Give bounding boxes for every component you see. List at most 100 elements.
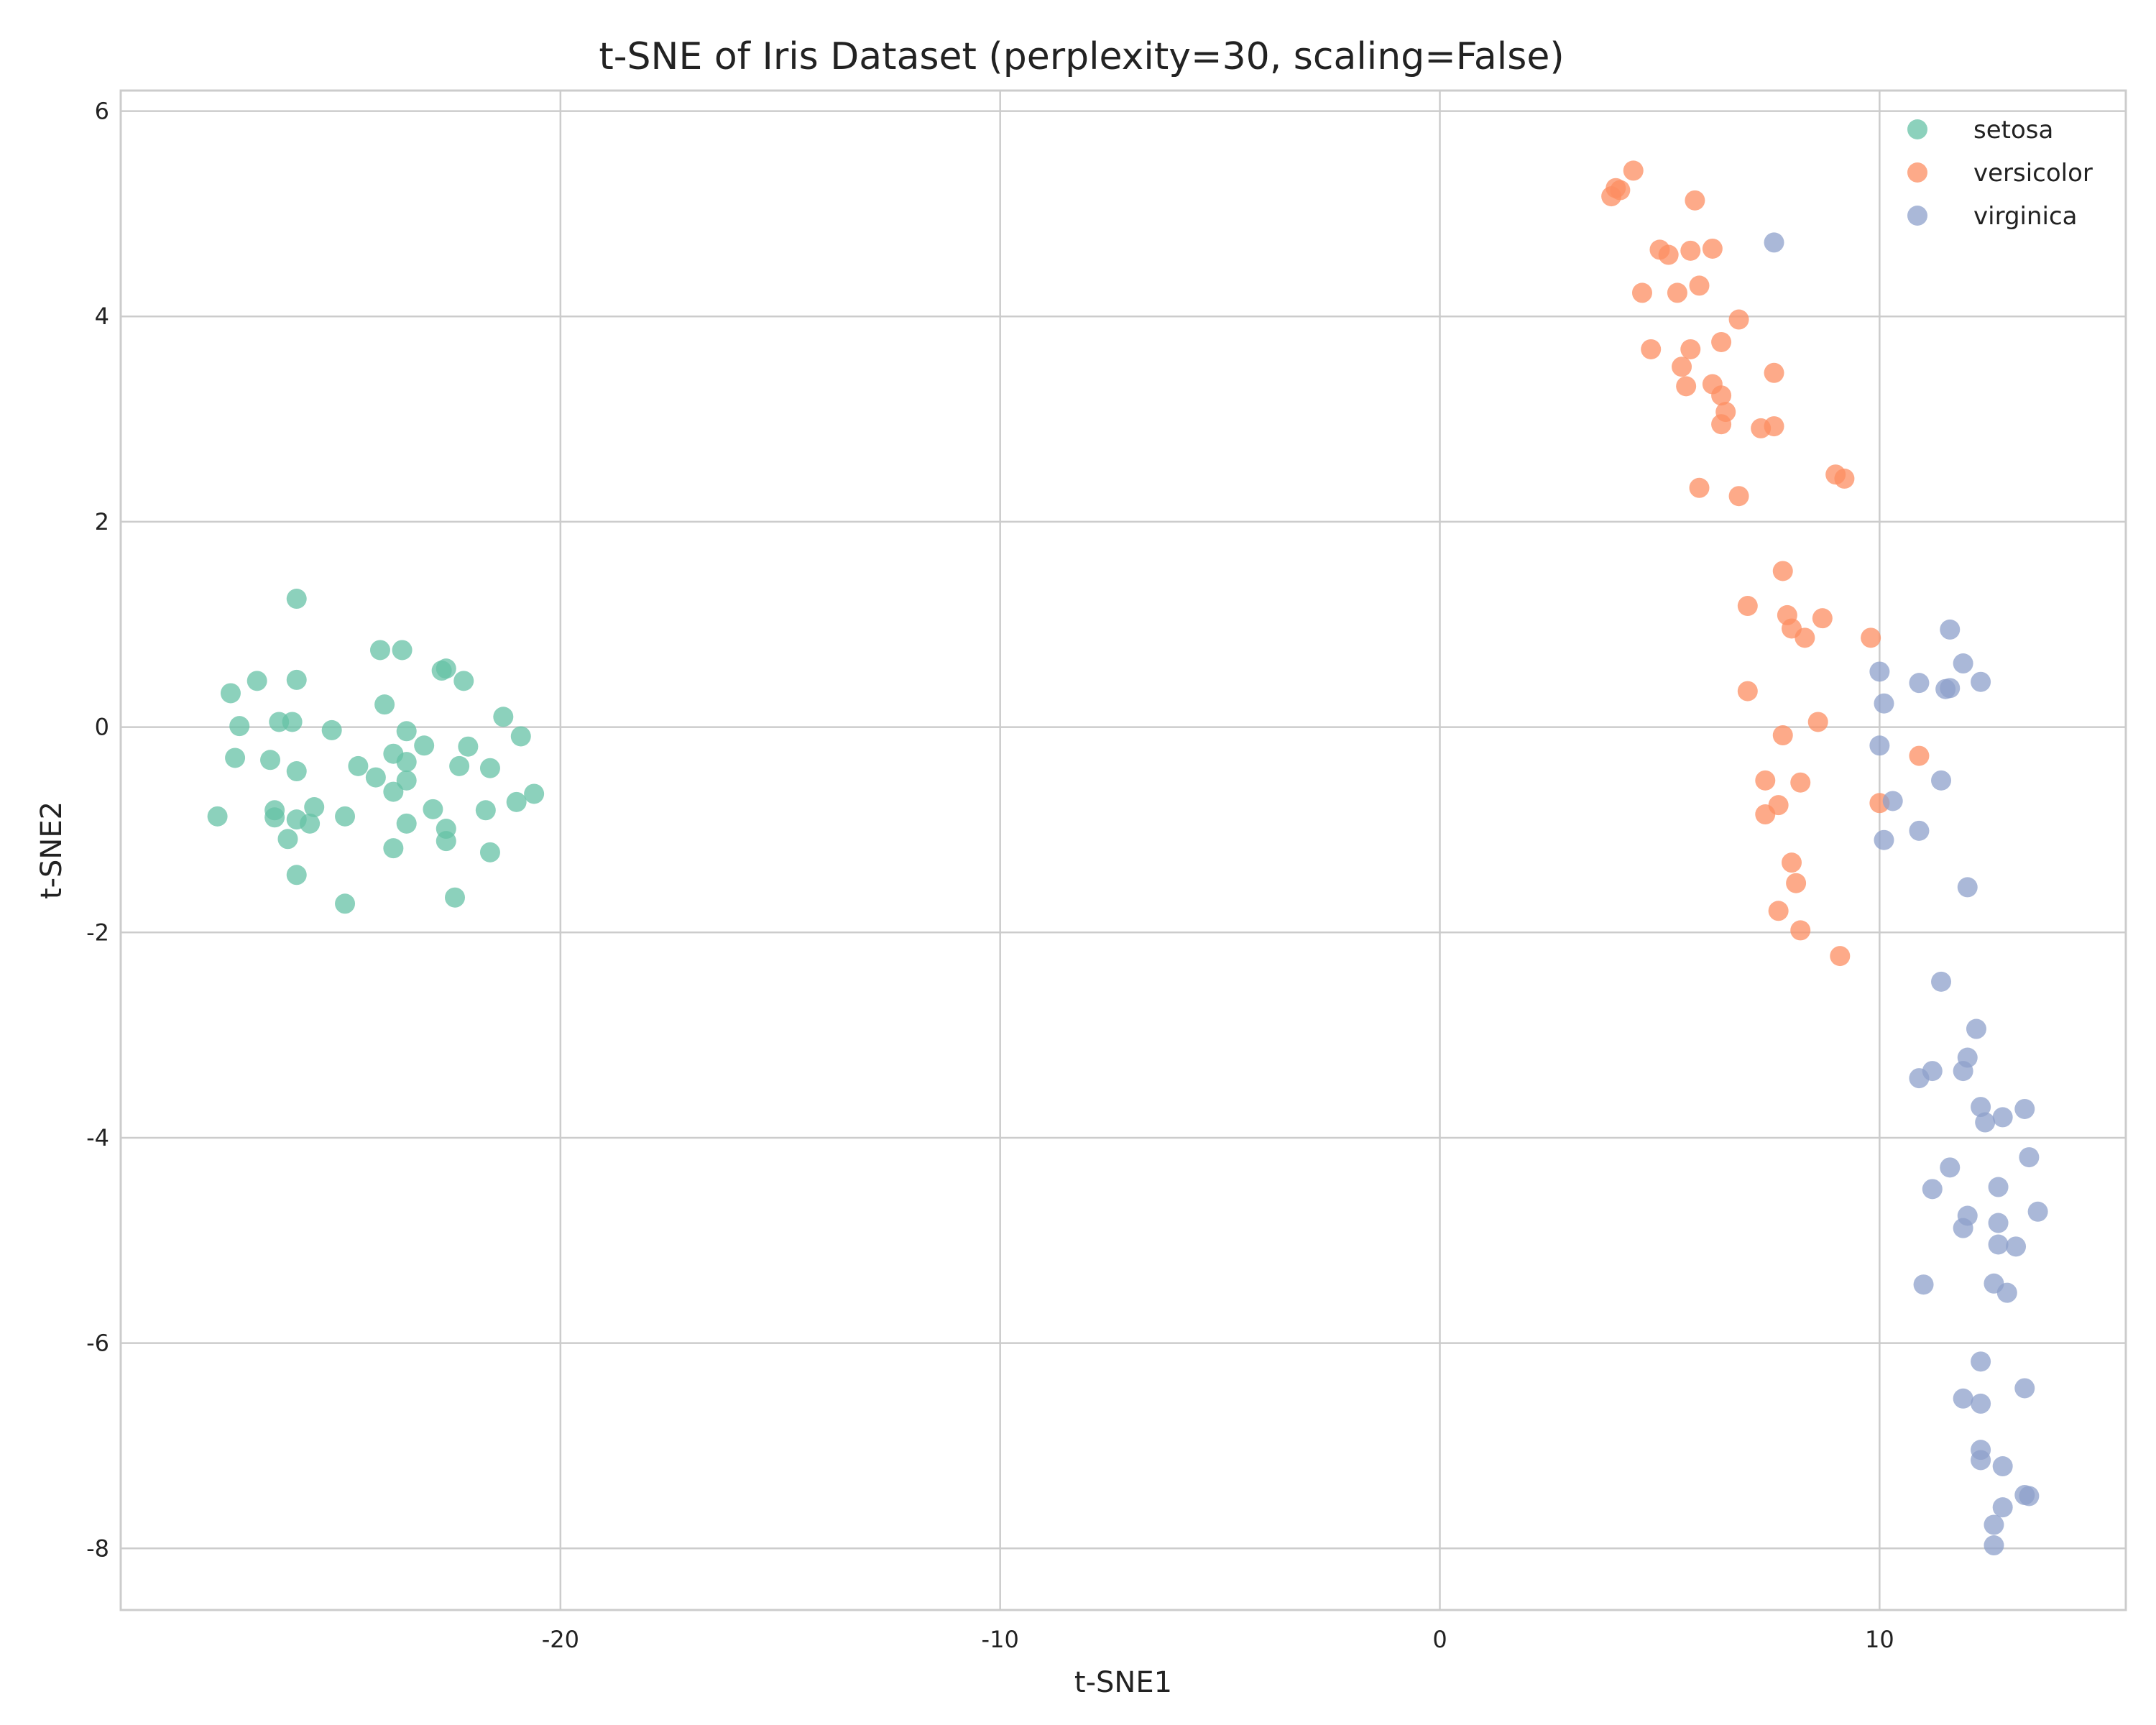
versicolor-point xyxy=(1772,725,1793,746)
y-tick-label: -8 xyxy=(86,1535,109,1562)
series-setosa xyxy=(207,589,545,914)
legend-marker xyxy=(1907,206,1927,226)
setosa-point xyxy=(453,671,474,691)
versicolor-point xyxy=(1680,339,1701,359)
setosa-point xyxy=(220,683,241,704)
versicolor-point xyxy=(1689,477,1710,498)
virginica-point xyxy=(1992,1107,2013,1128)
setosa-point xyxy=(286,589,307,610)
setosa-point xyxy=(286,865,307,886)
virginica-point xyxy=(1869,735,1890,756)
setosa-point xyxy=(510,726,531,747)
setosa-point xyxy=(304,797,325,818)
legend-item-virginica: virginica xyxy=(1907,202,2078,231)
versicolor-point xyxy=(1680,240,1701,261)
virginica-point xyxy=(1975,1112,1996,1133)
setosa-point xyxy=(321,719,342,740)
setosa-point xyxy=(475,800,496,821)
setosa-point xyxy=(300,813,321,834)
x-tick-label: -10 xyxy=(982,1626,1019,1653)
virginica-point xyxy=(2014,1098,2035,1119)
setosa-point xyxy=(277,829,298,850)
legend-item-versicolor: versicolor xyxy=(1907,159,2093,188)
virginica-point xyxy=(1874,829,1894,850)
setosa-point xyxy=(383,838,404,859)
versicolor-point xyxy=(1834,468,1855,489)
versicolor-point xyxy=(1790,772,1811,793)
setosa-point xyxy=(335,806,356,827)
legend-label: versicolor xyxy=(1973,159,2093,188)
setosa-point xyxy=(396,813,417,834)
legend-label: setosa xyxy=(1973,116,2053,144)
versicolor-point xyxy=(1685,190,1705,211)
versicolor-point xyxy=(1830,946,1851,967)
virginica-point xyxy=(1984,1535,2004,1556)
setosa-point xyxy=(396,770,417,791)
versicolor-point xyxy=(1764,362,1784,383)
y-tick-label: -6 xyxy=(86,1330,109,1357)
x-axis-label: t-SNE1 xyxy=(1074,1666,1172,1699)
legend-item-setosa: setosa xyxy=(1907,116,2053,144)
y-tick-label: 2 xyxy=(95,508,109,535)
virginica-point xyxy=(1957,877,1978,898)
versicolor-point xyxy=(1658,244,1679,265)
versicolor-point xyxy=(1755,804,1776,825)
virginica-point xyxy=(1971,1097,1991,1118)
y-tick-label: -2 xyxy=(86,919,109,946)
setosa-point xyxy=(436,831,456,852)
versicolor-point xyxy=(1667,282,1687,303)
y-tick-label: 0 xyxy=(95,714,109,741)
chart-title: t-SNE of Iris Dataset (perplexity=30, sc… xyxy=(599,35,1564,78)
setosa-point xyxy=(369,640,390,661)
virginica-point xyxy=(1953,1218,1973,1238)
versicolor-point xyxy=(1711,331,1732,352)
setosa-point xyxy=(260,750,281,770)
setosa-point xyxy=(493,707,514,727)
virginica-point xyxy=(1971,1450,1991,1471)
grid-lines xyxy=(121,91,2126,1610)
setosa-point xyxy=(423,799,443,819)
virginica-point xyxy=(1940,678,1961,699)
series-virginica xyxy=(1764,232,2048,1556)
virginica-point xyxy=(1882,791,1903,811)
setosa-point xyxy=(207,806,228,827)
setosa-point xyxy=(264,807,285,828)
y-tick-label: -4 xyxy=(86,1124,109,1151)
virginica-point xyxy=(1971,1351,1991,1372)
virginica-point xyxy=(1966,1018,1986,1039)
virginica-point xyxy=(1971,1393,1991,1414)
versicolor-point xyxy=(1711,385,1732,406)
setosa-point xyxy=(445,887,465,908)
virginica-point xyxy=(1953,1388,1973,1409)
setosa-point xyxy=(449,755,470,776)
versicolor-point xyxy=(1737,596,1758,617)
x-tick-label: 10 xyxy=(1865,1626,1894,1653)
setosa-point xyxy=(286,669,307,690)
virginica-point xyxy=(1992,1497,2013,1518)
setosa-point xyxy=(225,748,246,768)
versicolor-point xyxy=(1790,920,1811,941)
setosa-point xyxy=(436,658,456,679)
y-tick-label: 4 xyxy=(95,303,109,330)
versicolor-point xyxy=(1755,770,1776,791)
versicolor-point xyxy=(1676,376,1697,397)
setosa-point xyxy=(374,694,395,715)
versicolor-point xyxy=(1782,852,1802,873)
versicolor-point xyxy=(1672,356,1692,377)
virginica-point xyxy=(2014,1378,2035,1399)
setosa-point xyxy=(247,671,267,691)
virginica-point xyxy=(1931,770,1952,791)
virginica-point xyxy=(1909,820,1930,841)
versicolor-point xyxy=(1807,712,1828,732)
setosa-point xyxy=(396,721,417,742)
versicolor-point xyxy=(1909,745,1930,766)
data-points xyxy=(207,160,2048,1556)
virginica-point xyxy=(2006,1236,2027,1257)
virginica-point xyxy=(1971,671,1991,692)
y-tick-label: 6 xyxy=(95,98,109,125)
versicolor-point xyxy=(1737,681,1758,702)
setosa-point xyxy=(365,767,386,788)
setosa-point xyxy=(396,752,417,773)
